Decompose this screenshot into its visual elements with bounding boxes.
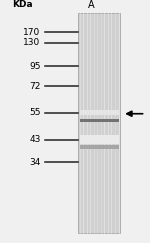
Bar bbox=[78, 13, 120, 233]
Text: 34: 34 bbox=[29, 158, 40, 167]
Bar bbox=[80, 135, 118, 144]
Bar bbox=[80, 119, 118, 122]
Text: 43: 43 bbox=[29, 135, 40, 145]
Text: 170: 170 bbox=[23, 27, 40, 37]
Text: KDa: KDa bbox=[12, 0, 33, 9]
Text: 72: 72 bbox=[29, 82, 40, 91]
Text: A: A bbox=[88, 0, 95, 10]
Bar bbox=[80, 110, 118, 115]
Text: 55: 55 bbox=[29, 108, 40, 117]
Text: 130: 130 bbox=[23, 38, 40, 47]
Text: 95: 95 bbox=[29, 61, 40, 71]
Bar bbox=[80, 145, 118, 149]
